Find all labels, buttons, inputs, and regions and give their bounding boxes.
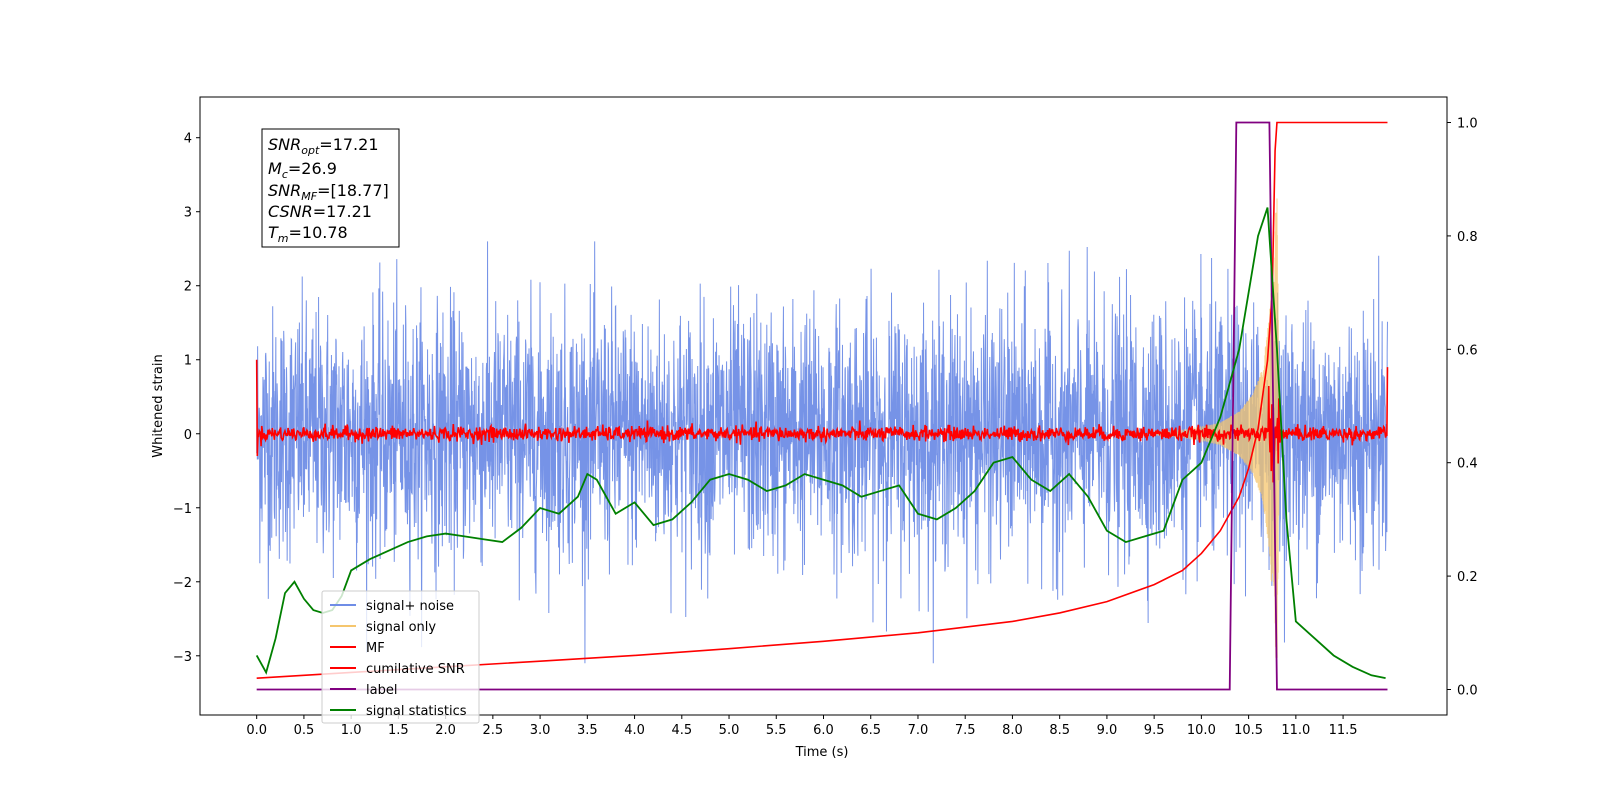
x-tick-label: 9.5 (1144, 723, 1165, 738)
y-axis-label: Whitened strain (151, 354, 166, 457)
annotation-snr-mf: SNRMF=[18.77] (268, 181, 389, 203)
x-tick-label: 4.5 (671, 723, 692, 738)
legend-label: label (366, 683, 397, 698)
legend-label: signal+ noise (366, 599, 454, 614)
x-tick-label: 5.5 (766, 723, 787, 738)
y-tick-label: 4 (184, 132, 192, 147)
y2-tick-label: 1.0 (1457, 117, 1478, 132)
x-tick-label: 4.0 (624, 723, 645, 738)
x-tick-label: 8.5 (1049, 723, 1070, 738)
x-tick-label: 6.0 (813, 723, 834, 738)
y2-tick-label: 0.4 (1457, 457, 1478, 472)
x-tick-label: 5.0 (719, 723, 740, 738)
x-tick-label: 9.0 (1097, 723, 1118, 738)
y-axis-left: 4 3 2 1 0 −1 −2 −3 (173, 132, 200, 665)
x-tick-label: 3.5 (577, 723, 598, 738)
x-tick-label: 7.5 (955, 723, 976, 738)
legend: signal+ noise signal only MF cumilative SNR… (321, 590, 480, 724)
legend-label: signal statistics (366, 704, 467, 719)
x-tick-label: 11.0 (1281, 723, 1310, 738)
series-mf (255, 359, 1389, 483)
y-tick-label: −3 (173, 650, 192, 665)
x-tick-label: 1.5 (388, 723, 409, 738)
x-tick-label: 1.0 (341, 723, 362, 738)
legend-label: MF (366, 641, 385, 656)
annotation-tm: Tm=10.78 (268, 223, 348, 245)
series-signal-noise (256, 241, 1388, 664)
series-signal-statistics (255, 207, 1386, 680)
series-label (256, 121, 1388, 691)
x-tick-label: 11.5 (1329, 723, 1358, 738)
legend-label: signal only (366, 620, 436, 635)
x-axis: 0.0 0.5 1.0 1.5 2.0 2.5 3.0 3.5 4.0 4.5 5.0 5.5 6.0 6… (246, 715, 1358, 738)
plot-area (255, 121, 1389, 691)
y2-tick-label: 0.8 (1457, 230, 1478, 245)
y2-tick-label: 0.6 (1457, 343, 1478, 358)
x-tick-label: 8.0 (1002, 723, 1023, 738)
x-tick-label: 6.5 (860, 723, 881, 738)
x-tick-label: 10.5 (1234, 723, 1263, 738)
x-tick-label: 2.5 (483, 723, 504, 738)
x-tick-label: 10.0 (1187, 723, 1216, 738)
y-tick-label: 2 (184, 280, 192, 295)
x-tick-label: 0.0 (246, 723, 267, 738)
annotation-mc: Mc=26.9 (268, 159, 337, 181)
x-tick-label: 2.0 (435, 723, 456, 738)
y2-tick-label: 0.0 (1457, 683, 1478, 698)
y-axis-right: 1.0 0.8 0.6 0.4 0.2 0.0 (1447, 117, 1478, 698)
annotation-snr-opt: SNRopt=17.21 (268, 135, 379, 157)
y2-tick-label: 0.2 (1457, 570, 1478, 585)
series-cumulative-snr (256, 121, 1388, 679)
y-tick-label: −2 (173, 576, 192, 591)
x-axis-label: Time (s) (795, 745, 849, 760)
annotation-box: SNRopt=17.21 Mc=26.9 SNRMF=[18.77] CSNR=… (261, 128, 400, 248)
x-tick-label: 0.5 (294, 723, 315, 738)
y-tick-label: 3 (184, 206, 192, 221)
x-tick-label: 7.0 (908, 723, 929, 738)
legend-label: cumilative SNR (366, 662, 465, 677)
annotation-csnr: CSNR=17.21 (268, 202, 372, 221)
y-tick-label: −1 (173, 502, 192, 517)
x-tick-label: 3.0 (530, 723, 551, 738)
y-tick-label: 1 (184, 354, 192, 369)
y-tick-label: 0 (184, 428, 192, 443)
